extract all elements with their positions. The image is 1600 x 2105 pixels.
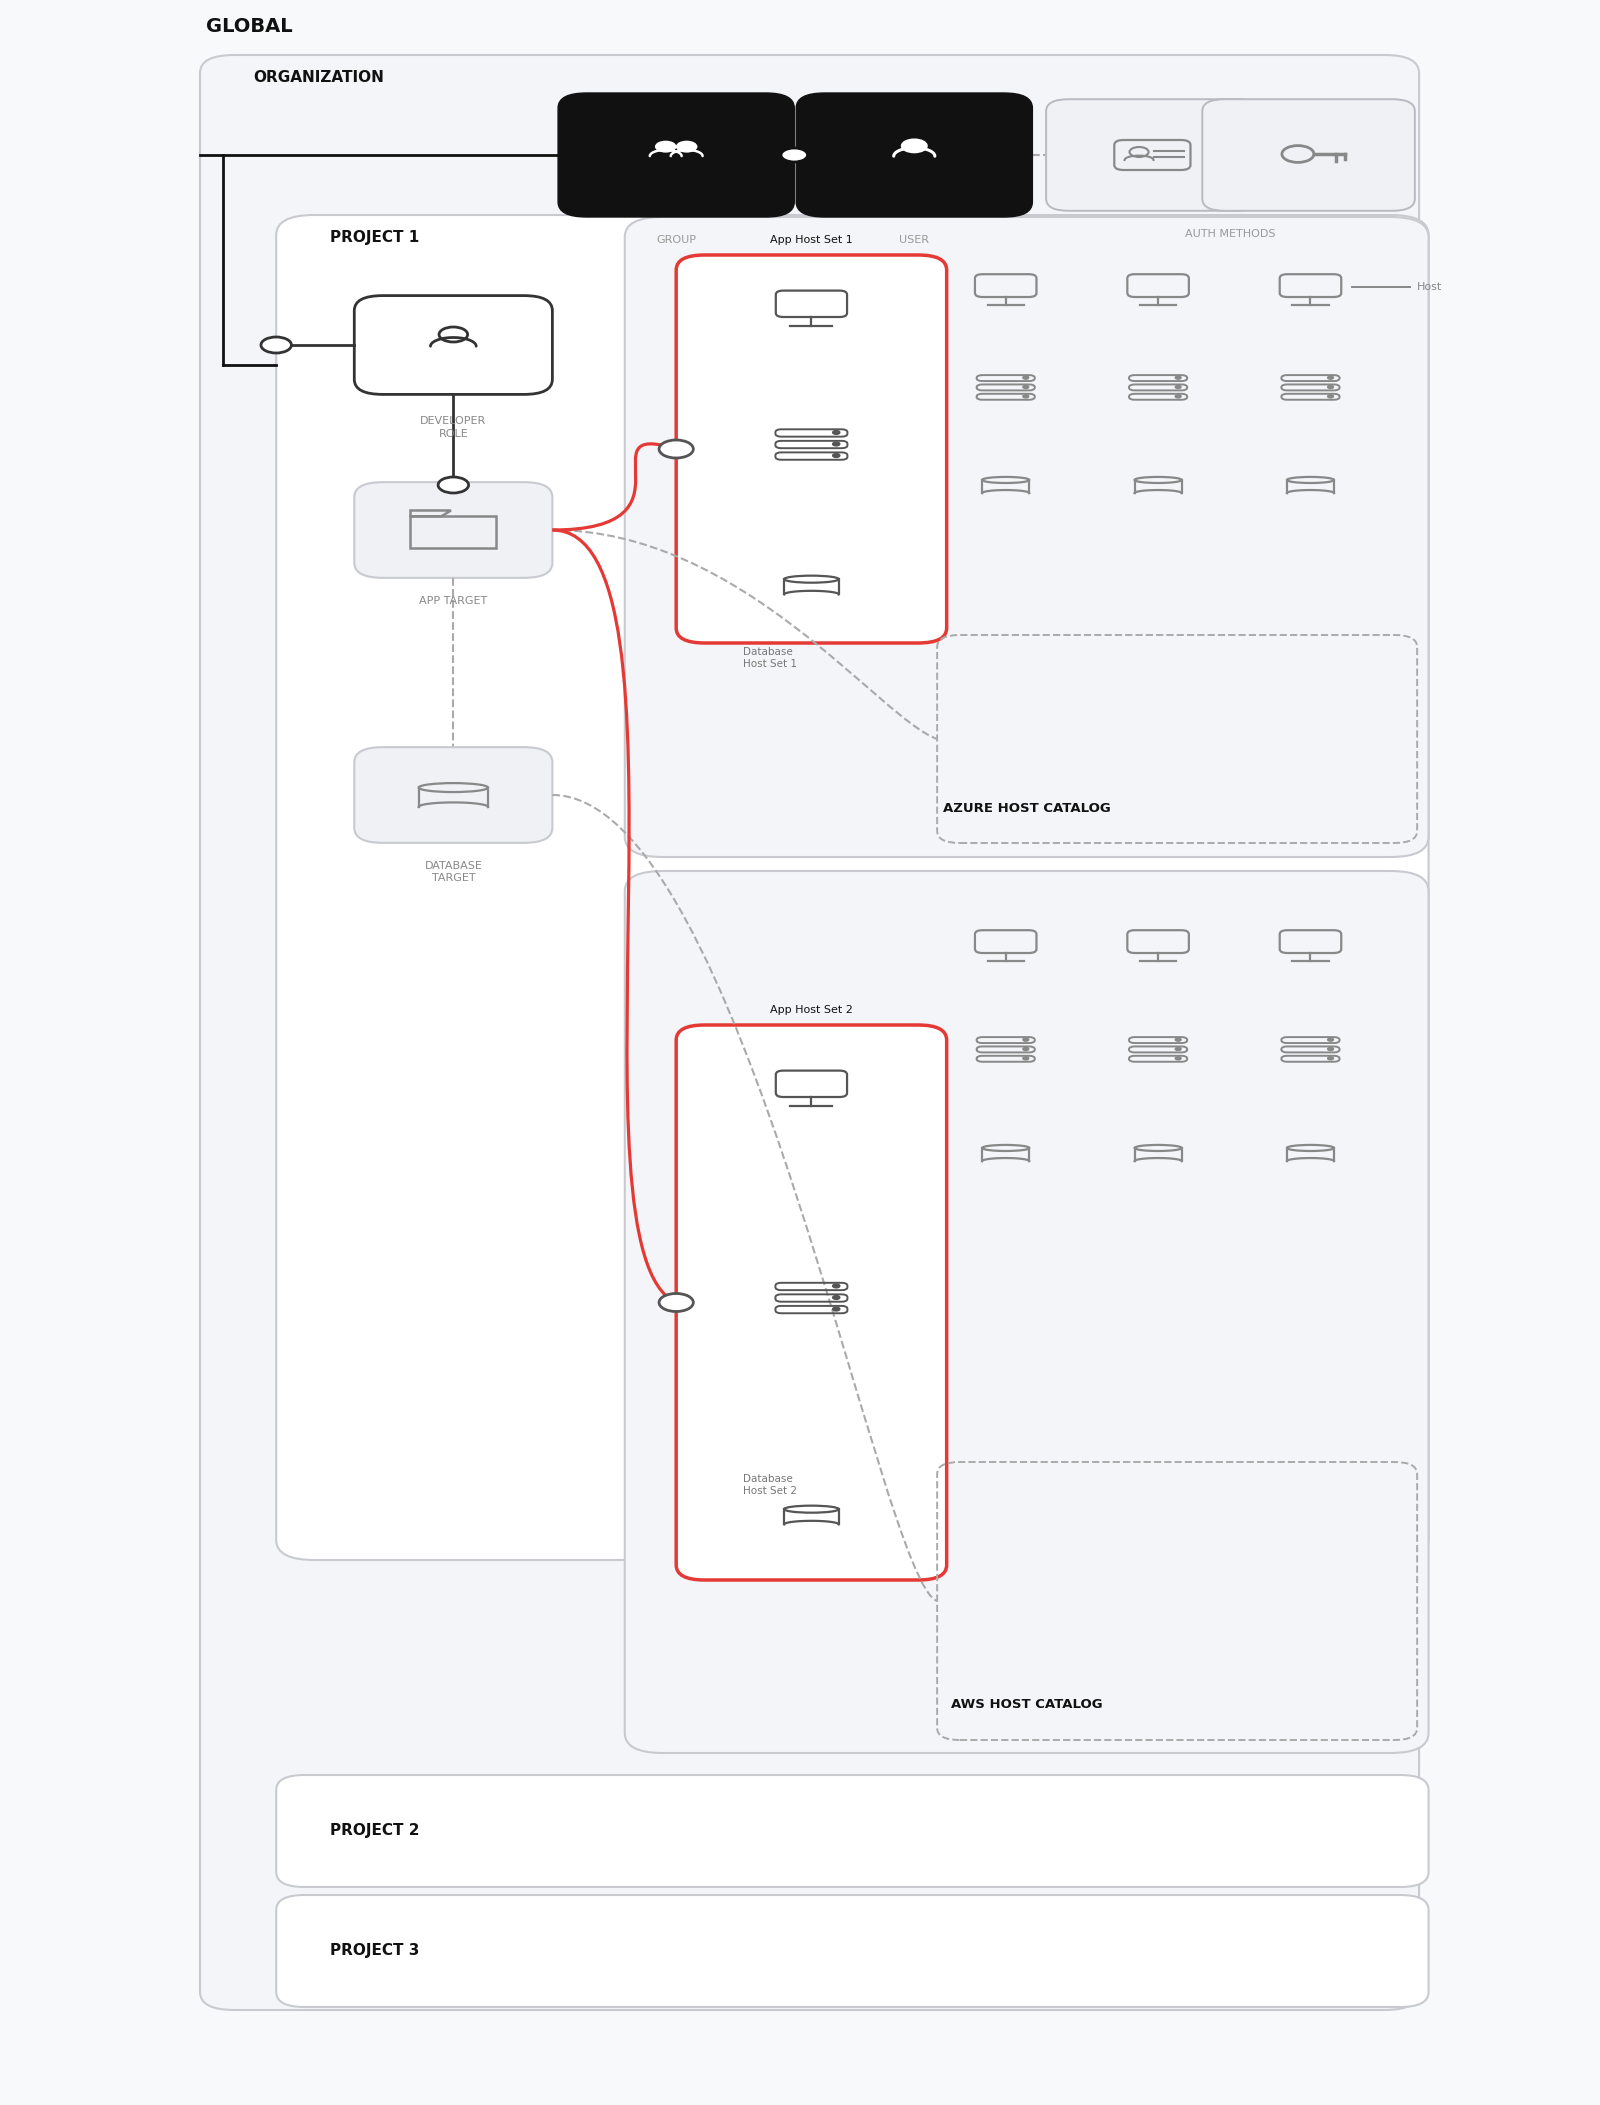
Circle shape <box>832 1307 840 1311</box>
Circle shape <box>1176 396 1181 398</box>
Text: App Host Set 2: App Host Set 2 <box>770 1004 853 1015</box>
Circle shape <box>1328 1048 1333 1050</box>
Circle shape <box>832 432 840 434</box>
FancyBboxPatch shape <box>354 482 552 579</box>
FancyBboxPatch shape <box>797 93 1032 217</box>
FancyBboxPatch shape <box>1046 99 1259 210</box>
Text: DEVELOPER
ROLE: DEVELOPER ROLE <box>421 417 486 438</box>
Text: AZURE HOST CATALOG: AZURE HOST CATALOG <box>942 802 1110 815</box>
Circle shape <box>1022 1057 1029 1061</box>
Circle shape <box>1022 385 1029 389</box>
Circle shape <box>656 141 675 152</box>
Text: Host: Host <box>1418 282 1442 293</box>
Circle shape <box>1022 1048 1029 1050</box>
Circle shape <box>1022 396 1029 398</box>
FancyBboxPatch shape <box>277 1775 1429 1886</box>
Text: ORGANIZATION: ORGANIZATION <box>253 69 384 84</box>
Text: PROJECT 1: PROJECT 1 <box>330 229 419 244</box>
Text: Database
Host Set 2: Database Host Set 2 <box>742 1474 797 1497</box>
Text: PROJECT 2: PROJECT 2 <box>330 1823 419 1838</box>
FancyBboxPatch shape <box>624 217 1429 857</box>
Circle shape <box>901 139 926 152</box>
Text: AWS HOST CATALOG: AWS HOST CATALOG <box>950 1699 1102 1711</box>
Text: GROUP: GROUP <box>656 236 696 244</box>
FancyBboxPatch shape <box>354 295 552 394</box>
Text: PROJECT 3: PROJECT 3 <box>330 1943 419 1958</box>
Circle shape <box>1328 1038 1333 1042</box>
Circle shape <box>1022 1038 1029 1042</box>
FancyBboxPatch shape <box>624 871 1429 1753</box>
Circle shape <box>1328 385 1333 389</box>
Circle shape <box>261 337 291 354</box>
Circle shape <box>659 440 693 459</box>
Circle shape <box>1176 1048 1181 1050</box>
Circle shape <box>659 1292 693 1311</box>
Circle shape <box>1328 396 1333 398</box>
Circle shape <box>832 1284 840 1288</box>
FancyBboxPatch shape <box>200 55 1419 2010</box>
FancyBboxPatch shape <box>277 1894 1429 2006</box>
Circle shape <box>1328 1057 1333 1061</box>
FancyBboxPatch shape <box>677 1025 947 1581</box>
Text: AUTH METHODS: AUTH METHODS <box>1186 229 1275 238</box>
Circle shape <box>832 455 840 457</box>
Circle shape <box>1176 377 1181 379</box>
FancyBboxPatch shape <box>354 747 552 842</box>
Circle shape <box>1176 1038 1181 1042</box>
FancyBboxPatch shape <box>677 255 947 642</box>
Text: Database
Host Set 1: Database Host Set 1 <box>742 646 797 669</box>
Circle shape <box>1176 385 1181 389</box>
Circle shape <box>1328 377 1333 379</box>
Circle shape <box>781 147 808 162</box>
Text: GLOBAL: GLOBAL <box>206 17 293 36</box>
Text: App Host Set 1: App Host Set 1 <box>770 236 853 244</box>
Circle shape <box>1176 1057 1181 1061</box>
FancyBboxPatch shape <box>558 93 794 217</box>
Text: APP TARGET: APP TARGET <box>419 596 488 606</box>
Text: USER: USER <box>899 236 930 244</box>
Circle shape <box>677 141 696 152</box>
FancyBboxPatch shape <box>277 215 1429 1560</box>
Circle shape <box>832 1295 840 1299</box>
Circle shape <box>438 478 469 493</box>
FancyBboxPatch shape <box>1202 99 1414 210</box>
Circle shape <box>1022 377 1029 379</box>
Text: DATABASE
TARGET: DATABASE TARGET <box>424 861 482 884</box>
Circle shape <box>832 442 840 446</box>
